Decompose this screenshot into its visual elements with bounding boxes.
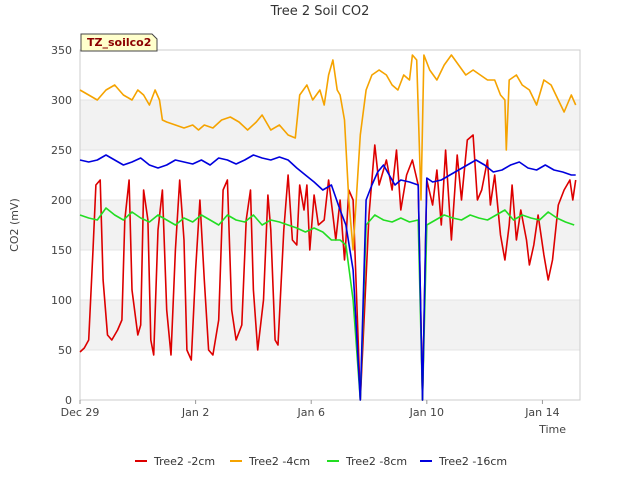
x-axis: Dec 29 Jan 2 Jan 6 Jan 10 Jan 14	[61, 400, 560, 419]
y-tick-label: 350	[51, 44, 72, 57]
legend-label: Tree2 -16cm	[438, 455, 507, 468]
y-tick-label: 100	[51, 294, 72, 307]
legend-label: Tree2 -2cm	[153, 455, 215, 468]
x-tick-label: Jan 6	[296, 406, 324, 419]
y-tick-label: 250	[51, 144, 72, 157]
y-tick-label: 50	[58, 344, 72, 357]
series-line-1	[79, 134, 577, 401]
x-tick-label: Dec 29	[61, 406, 100, 419]
grid-band	[80, 200, 580, 250]
x-axis-title: Time	[538, 423, 566, 436]
y-tick-label: 200	[51, 194, 72, 207]
legend-label: Tree2 -4cm	[248, 455, 310, 468]
grid-band	[80, 50, 580, 100]
series-line-4	[79, 154, 576, 401]
x-tick-label: Jan 14	[524, 406, 559, 419]
y-axis: 0 50 100 150 200 250 300 350	[51, 44, 72, 407]
y-tick-label: 150	[51, 244, 72, 257]
site-badge: TZ_soilco2	[80, 33, 158, 52]
grid-band	[80, 100, 580, 150]
x-tick-label: Jan 2	[181, 406, 209, 419]
legend: Tree2 -2cm Tree2 -4cm Tree2 -8cm Tree2 -16c…	[135, 455, 507, 468]
site-badge-box	[80, 33, 158, 52]
grid-band	[80, 250, 580, 300]
y-tick-label: 300	[51, 94, 72, 107]
series-line-2	[79, 54, 577, 251]
chart-title: Tree 2 Soil CO2	[270, 4, 370, 19]
legend-label: Tree2 -8cm	[345, 455, 407, 468]
site-badge-label: TZ_soilco2	[87, 36, 151, 49]
series-layer	[79, 54, 577, 401]
plot-frame	[79, 49, 581, 401]
y-tick-label: 0	[65, 394, 72, 407]
grid-band	[80, 300, 580, 350]
y-axis-title: CO2 (mV)	[8, 198, 21, 252]
grid-band	[80, 350, 580, 400]
x-tick-label: Jan 10	[409, 406, 444, 419]
series-line-3	[79, 207, 575, 401]
